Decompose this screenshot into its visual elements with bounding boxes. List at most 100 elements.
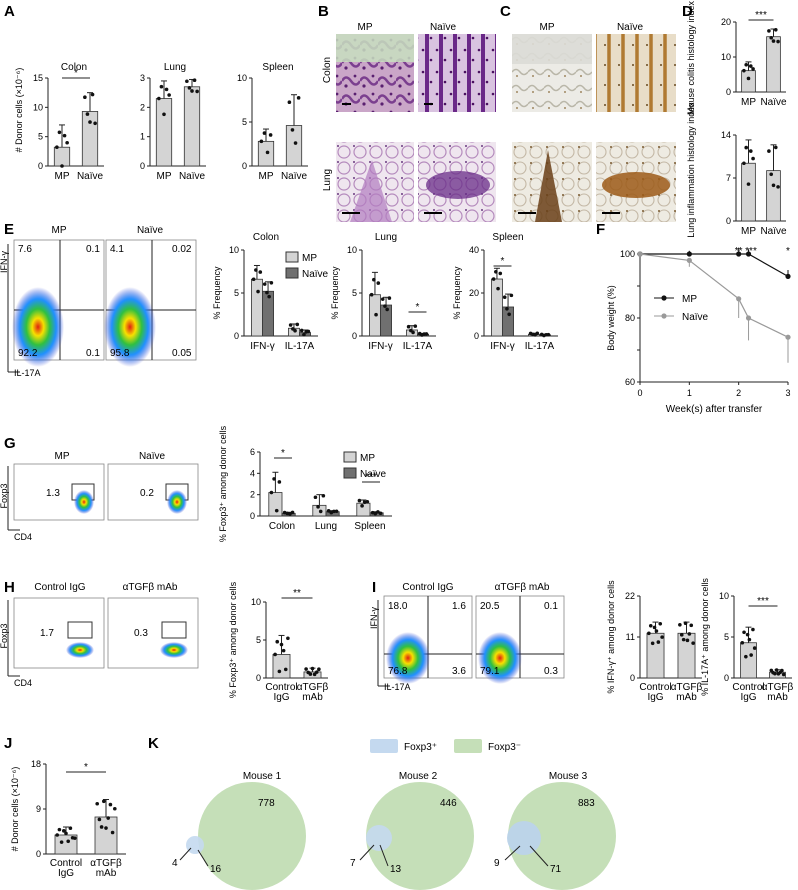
data-point [283, 667, 288, 672]
y-tick-label: 10 [251, 597, 261, 607]
data-point [637, 251, 643, 257]
data-point [258, 270, 263, 274]
legend-swatch-naive [343, 467, 357, 479]
data-point [83, 95, 87, 100]
i-flow-plots: Control IgG αTGFβ mAb 18.0 1.6 76.8 3.6 … [369, 582, 565, 692]
data-point [88, 120, 92, 124]
c-col-naive: Naïve [617, 22, 644, 33]
data-point [751, 627, 755, 632]
data-point [385, 307, 389, 312]
data-point [748, 64, 753, 68]
data-point [267, 294, 271, 299]
data-point [254, 268, 258, 272]
e-title-lung: Lung [375, 232, 397, 243]
h-flow-title-mab: αTGFβ mAb [123, 582, 178, 593]
y-tick-label: 10 [237, 73, 247, 83]
data-point [369, 292, 374, 297]
data-point [683, 621, 688, 626]
k-title-mouse2: Mouse 2 [399, 771, 438, 782]
data-point [273, 652, 277, 657]
y-tick-label: 2 [250, 490, 255, 500]
e-q-mp-ur: 0.1 [86, 244, 100, 255]
significance-marker: * [84, 762, 88, 773]
panel-label-c: C [500, 3, 511, 20]
data-point [326, 509, 331, 513]
category-label: MP [157, 171, 172, 182]
data-point [745, 315, 752, 321]
i-ylabel-2: % IL-17A⁺ among donor cells [700, 578, 710, 696]
y-tick-label: 60 [625, 377, 635, 387]
bar [741, 70, 756, 93]
data-point [265, 150, 270, 155]
e-flow-yaxis: IFN-γ [0, 251, 9, 273]
data-point [491, 277, 496, 281]
y-tick-label: 0 [352, 331, 357, 341]
data-point [162, 112, 166, 117]
data-point [192, 78, 197, 83]
e-q-mp-ll: 92.2 [18, 348, 38, 359]
y-tick-label: 0 [38, 161, 43, 171]
e-flow-title-naive: Naïve [137, 225, 164, 236]
x-tick-label: 0 [637, 388, 642, 398]
k-neg-3: 883 [578, 798, 595, 809]
y-tick-label: 100 [620, 249, 635, 259]
significance-marker: * [786, 246, 790, 257]
data-point [376, 281, 381, 285]
data-point [740, 640, 745, 645]
k-legend-swatch-pos [370, 739, 398, 753]
data-point [62, 133, 67, 138]
data-point [372, 277, 376, 282]
y-tick-label: 2 [140, 102, 145, 112]
legend-marker-naive [661, 313, 667, 319]
data-point [110, 830, 115, 835]
data-point [187, 86, 192, 90]
legend-label-mp: MP [302, 253, 317, 264]
data-point [373, 511, 378, 516]
y-tick-label: 4 [250, 468, 255, 478]
data-point [288, 323, 293, 327]
category-label: Colon [269, 521, 295, 532]
data-point [167, 93, 171, 97]
y-tick-label: 5 [256, 635, 261, 645]
k-foxp3neg-circle-2 [366, 782, 474, 890]
data-point [535, 331, 540, 336]
k-foxp3pos-circle-1 [186, 836, 204, 854]
data-point [767, 149, 771, 153]
y-tick-label: 10 [347, 245, 357, 255]
category-label: αTGFβ [671, 682, 703, 693]
k-foxp3pos-circle-2 [366, 825, 392, 851]
category-label: mAb [676, 692, 697, 703]
y-tick-label: 0 [630, 673, 635, 683]
e-ylabel: % Frequency [452, 266, 462, 320]
data-point [277, 480, 282, 484]
data-point [378, 511, 383, 516]
category-label: mAb [767, 692, 788, 703]
k-neg-2: 446 [440, 798, 457, 809]
data-point [277, 669, 282, 674]
data-point [744, 145, 749, 150]
category-label: IFN-γ [250, 341, 274, 352]
data-point [380, 297, 385, 301]
y-tick-label: 1 [140, 132, 145, 142]
category-label: Naïve [760, 97, 787, 108]
g-ylabel: % Foxp3⁺ among donor cells [218, 425, 228, 542]
data-point [648, 623, 653, 628]
y-tick-label: 20 [469, 288, 479, 298]
data-point [736, 251, 742, 257]
data-point [281, 648, 286, 653]
k-title-mouse1: Mouse 1 [243, 771, 282, 782]
bar [250, 278, 263, 337]
data-point [293, 328, 297, 333]
category-label: Naïve [179, 171, 206, 182]
panel-label-k: K [148, 735, 159, 752]
k-foxp3neg-circle-1 [198, 782, 306, 890]
data-point [275, 639, 280, 644]
g-gate-naive: 0.2 [140, 488, 154, 499]
panel-label-e: E [4, 221, 14, 238]
data-point [496, 286, 500, 291]
data-point [742, 630, 746, 635]
h-flow-xaxis: CD4 [14, 678, 32, 688]
data-point [306, 329, 311, 334]
panel-label-i: I [372, 579, 376, 596]
